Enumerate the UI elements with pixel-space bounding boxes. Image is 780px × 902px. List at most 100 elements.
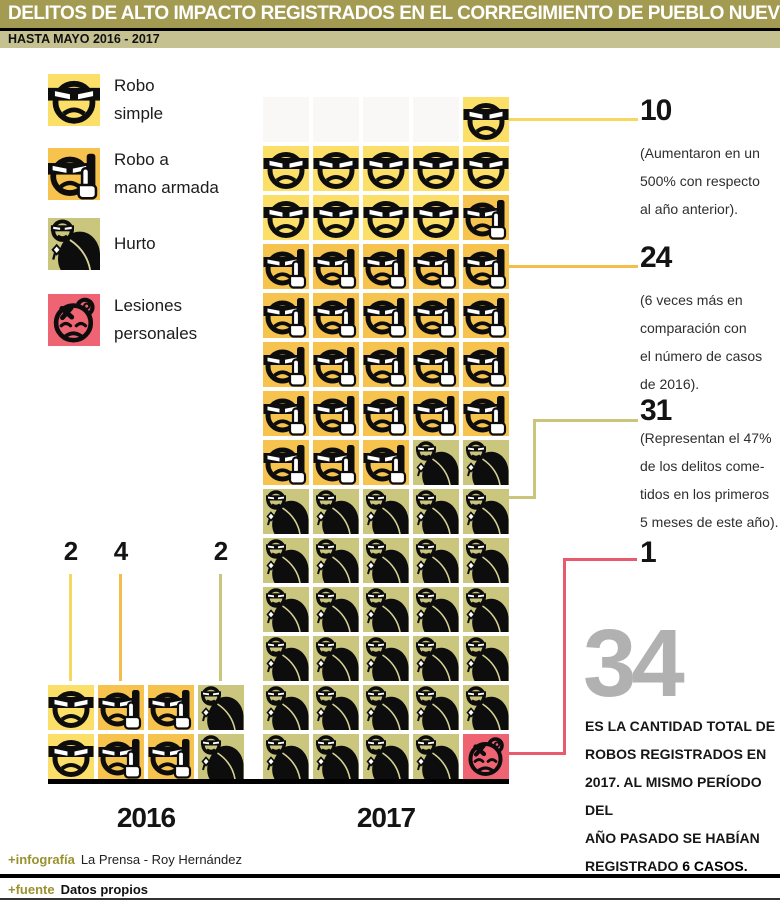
icon-hurto xyxy=(313,734,359,779)
callout-line xyxy=(119,574,122,681)
icon-hurto xyxy=(363,734,409,779)
icon-hurto xyxy=(263,538,309,583)
empty-cell xyxy=(413,97,459,142)
icon-hurto xyxy=(363,587,409,632)
icon-robo-simple xyxy=(413,146,459,191)
callout-line xyxy=(219,574,222,681)
icon-robo-armada xyxy=(313,391,359,436)
icon-hurto xyxy=(313,685,359,730)
icon-hurto xyxy=(198,685,244,730)
icon-robo-armada xyxy=(413,342,459,387)
pictogram-grid-2016 xyxy=(48,685,244,779)
legend-label: Lesiones personales xyxy=(114,296,198,343)
callout-line xyxy=(69,574,72,681)
title-divider xyxy=(0,28,780,31)
robo-simple-icon xyxy=(48,74,100,126)
icon-robo-armada xyxy=(463,342,509,387)
empty-cell xyxy=(313,97,359,142)
bottom-border xyxy=(0,898,780,900)
note-robo-simple: (Aumentaron en un 500% con respecto al a… xyxy=(640,145,760,217)
icon-hurto xyxy=(263,489,309,534)
icon-hurto xyxy=(413,636,459,681)
icon-hurto xyxy=(463,440,509,485)
icon-robo-armada xyxy=(463,293,509,338)
icon-robo-armada xyxy=(313,342,359,387)
icon-robo-simple xyxy=(263,146,309,191)
source-text: Datos propios xyxy=(60,882,148,897)
icon-robo-armada xyxy=(413,293,459,338)
total-robberies-text: ES LA CANTIDAD TOTAL DE ROBOS REGISTRADO… xyxy=(585,712,780,880)
icon-hurto xyxy=(363,489,409,534)
callout-2016-robo-armada: 4 xyxy=(113,536,129,566)
icon-robo-armada xyxy=(363,244,409,289)
icon-hurto xyxy=(413,440,459,485)
lesiones-icon xyxy=(48,294,100,346)
icon-robo-armada xyxy=(413,244,459,289)
icon-hurto xyxy=(413,587,459,632)
icon-robo-simple xyxy=(363,195,409,240)
icon-robo-simple xyxy=(463,146,509,191)
source-line: +fuente Datos propios xyxy=(8,882,148,897)
icon-lesiones xyxy=(463,734,509,779)
icon-robo-simple xyxy=(48,734,94,779)
callout-line-1 xyxy=(563,558,637,561)
icon-robo-simple xyxy=(48,685,94,730)
icon-robo-armada xyxy=(313,244,359,289)
icon-hurto xyxy=(313,636,359,681)
source-label: +fuente xyxy=(8,882,55,897)
axis-year-2017: 2017 xyxy=(356,802,416,833)
icon-robo-simple xyxy=(313,146,359,191)
icon-robo-simple xyxy=(413,195,459,240)
icon-robo-armada xyxy=(313,293,359,338)
legend-label: Robo a mano armada xyxy=(114,150,219,197)
empty-cell xyxy=(263,97,309,142)
legend-item-robo-simple: Robo simple xyxy=(48,72,163,128)
pictogram-grid-2017 xyxy=(263,97,509,779)
icon-hurto xyxy=(413,685,459,730)
total-text-bold: 6 CASOS. xyxy=(682,858,748,874)
callout-line-1 xyxy=(509,752,566,755)
icon-robo-simple xyxy=(363,146,409,191)
icon-hurto xyxy=(413,489,459,534)
credit-text: La Prensa - Roy Hernández xyxy=(80,852,242,867)
robo-armada-icon xyxy=(48,148,100,200)
icon-robo-simple xyxy=(463,97,509,142)
icon-hurto xyxy=(263,734,309,779)
value-lesiones-2017: 1 xyxy=(640,536,657,569)
icon-hurto xyxy=(463,587,509,632)
value-robo-armada-2017: 24 xyxy=(640,241,672,274)
note-robo-armada: (6 veces más en comparación con el númer… xyxy=(640,292,763,392)
page-title: DELITOS DE ALTO IMPACTO REGISTRADOS EN E… xyxy=(0,0,780,28)
icon-hurto xyxy=(263,587,309,632)
hurto-icon xyxy=(48,218,100,270)
legend-item-lesiones: Lesiones personales xyxy=(48,292,197,348)
legend-label: Robo simple xyxy=(114,76,164,123)
icon-robo-armada xyxy=(363,391,409,436)
icon-robo-armada xyxy=(263,342,309,387)
callout-line-24 xyxy=(509,265,638,268)
icon-robo-armada xyxy=(363,293,409,338)
icon-robo-armada xyxy=(263,244,309,289)
total-robberies-number: 34 xyxy=(583,610,685,717)
callout-line-31 xyxy=(533,419,536,499)
icon-robo-armada xyxy=(413,391,459,436)
icon-hurto xyxy=(363,685,409,730)
icon-robo-armada xyxy=(463,391,509,436)
axis-baseline xyxy=(48,779,509,784)
icon-robo-armada xyxy=(363,440,409,485)
value-hurto-2017: 31 xyxy=(640,394,672,427)
legend-item-hurto: Hurto xyxy=(48,218,156,270)
icon-robo-simple xyxy=(263,195,309,240)
note-hurto: (Representan el 47% de los delitos come-… xyxy=(640,430,779,530)
icon-robo-armada xyxy=(263,391,309,436)
callout-2016-hurto: 2 xyxy=(213,536,229,566)
callout-line-1 xyxy=(563,558,566,755)
total-text-body: ES LA CANTIDAD TOTAL DE ROBOS REGISTRADO… xyxy=(585,718,776,874)
icon-robo-armada xyxy=(148,734,194,779)
icon-robo-simple xyxy=(313,195,359,240)
icon-robo-armada xyxy=(98,734,144,779)
icon-robo-armada xyxy=(148,685,194,730)
callout-line-10 xyxy=(509,118,638,121)
callout-2016-robo-simple: 2 xyxy=(63,536,79,566)
